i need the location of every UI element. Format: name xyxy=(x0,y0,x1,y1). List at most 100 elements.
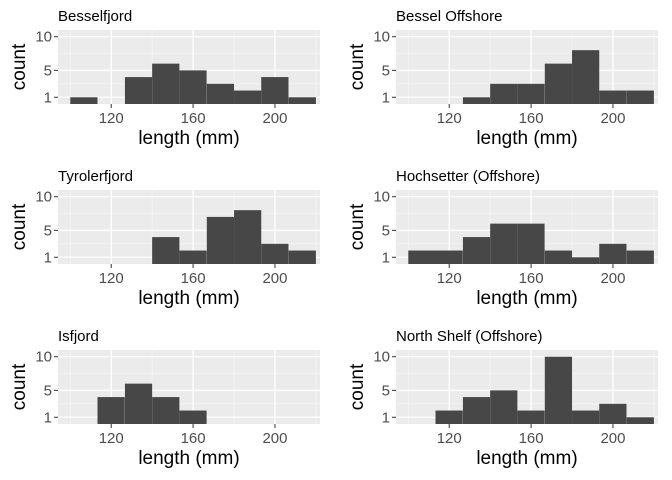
facet-panel: Bessel Offshore 1 5 10 120 160 200 length (mm) c… xyxy=(347,8,658,149)
histogram-bar xyxy=(152,63,180,104)
histogram-bar xyxy=(544,63,573,104)
histogram-bar xyxy=(572,410,600,424)
x-tick-label: 120 xyxy=(437,270,462,287)
facet-title: Besselfjord xyxy=(58,8,132,25)
histogram-bar xyxy=(572,50,600,104)
x-tick-label: 200 xyxy=(600,430,625,447)
histogram-bar xyxy=(261,77,289,104)
x-tick-label: 160 xyxy=(519,270,544,287)
facet-panel: Hochsetter (Offshore) 1 5 10 120 160 200 length… xyxy=(347,168,658,309)
histogram-bar xyxy=(206,216,235,264)
facet-title: Isfjord xyxy=(58,328,99,345)
histogram-bar xyxy=(544,356,573,424)
facet-panel: Isfjord 1 5 10 120 160 200 length (mm) count xyxy=(9,328,320,469)
x-tick-label: 120 xyxy=(437,430,462,447)
y-tick-label: 1 xyxy=(382,249,390,266)
histogram-bar xyxy=(179,250,207,264)
y-tick-label: 10 xyxy=(373,189,390,206)
y-tick-label: 1 xyxy=(44,409,52,426)
x-axis-title: length (mm) xyxy=(476,448,577,469)
histogram-bar xyxy=(490,223,518,264)
x-tick-label: 120 xyxy=(99,270,124,287)
y-tick-label: 10 xyxy=(35,29,52,46)
y-axis-title: count xyxy=(9,363,30,410)
x-tick-label: 160 xyxy=(181,110,206,127)
y-tick-label: 5 xyxy=(44,382,52,399)
facet-title: Bessel Offshore xyxy=(396,8,502,25)
y-axis-title: count xyxy=(9,203,30,250)
histogram-bar xyxy=(517,223,545,264)
x-tick-label: 120 xyxy=(99,110,124,127)
x-tick-label: 120 xyxy=(437,110,462,127)
x-tick-label: 200 xyxy=(262,110,287,127)
x-tick-label: 200 xyxy=(600,110,625,127)
y-tick-label: 1 xyxy=(44,89,52,106)
histogram-bar xyxy=(97,397,125,424)
histogram-bar xyxy=(152,237,180,264)
histogram-bar xyxy=(288,97,316,104)
histogram-bar xyxy=(462,397,491,424)
y-axis-title: count xyxy=(347,363,368,410)
histogram-bar xyxy=(288,250,316,264)
histogram-bar xyxy=(435,250,463,264)
histogram-bar xyxy=(626,250,654,264)
x-tick-label: 200 xyxy=(262,270,287,287)
x-tick-label: 160 xyxy=(181,430,206,447)
y-tick-label: 1 xyxy=(382,89,390,106)
histogram-bar xyxy=(408,250,436,264)
histogram-bar xyxy=(234,90,262,104)
y-axis-title: count xyxy=(347,203,368,250)
histogram-bar xyxy=(70,97,98,104)
histogram-bar xyxy=(517,83,545,104)
x-axis-title: length (mm) xyxy=(476,128,577,149)
x-tick-label: 160 xyxy=(519,110,544,127)
histogram-bar xyxy=(124,77,153,104)
facet-title: Hochsetter (Offshore) xyxy=(396,168,540,185)
y-tick-label: 5 xyxy=(382,222,390,239)
histogram-bar xyxy=(462,237,491,264)
x-tick-label: 120 xyxy=(99,430,124,447)
histogram-bar xyxy=(462,97,491,104)
x-axis-title: length (mm) xyxy=(138,128,239,149)
histogram-bar xyxy=(626,90,654,104)
y-tick-label: 10 xyxy=(373,29,390,46)
y-tick-label: 1 xyxy=(382,409,390,426)
histogram-bar xyxy=(179,410,207,424)
x-tick-label: 200 xyxy=(262,430,287,447)
y-tick-label: 5 xyxy=(44,62,52,79)
histogram-bar xyxy=(626,417,654,424)
histogram-bar xyxy=(179,70,207,104)
histogram-bar xyxy=(517,410,545,424)
facet-title: Tyrolerfjord xyxy=(58,168,133,185)
y-tick-label: 5 xyxy=(44,222,52,239)
facet-title: North Shelf (Offshore) xyxy=(396,328,542,345)
histogram-bar xyxy=(599,243,627,264)
x-axis-title: length (mm) xyxy=(138,288,239,309)
facet-panel: Besselfjord 1 5 10 120 160 200 length (mm) count xyxy=(9,8,320,149)
y-tick-label: 5 xyxy=(382,62,390,79)
y-tick-label: 5 xyxy=(382,382,390,399)
histogram-bar xyxy=(599,403,627,424)
y-tick-label: 1 xyxy=(44,249,52,266)
histogram-bar xyxy=(490,390,518,424)
y-tick-label: 10 xyxy=(35,189,52,206)
x-tick-label: 160 xyxy=(519,430,544,447)
y-axis-title: count xyxy=(347,43,368,90)
x-axis-title: length (mm) xyxy=(138,448,239,469)
histogram-bar xyxy=(152,397,180,424)
y-tick-label: 10 xyxy=(373,349,390,366)
y-axis-title: count xyxy=(9,43,30,90)
histogram-bar xyxy=(435,410,463,424)
histogram-bar xyxy=(490,83,518,104)
x-axis-title: length (mm) xyxy=(476,288,577,309)
histogram-bar xyxy=(206,83,235,104)
x-tick-label: 200 xyxy=(600,270,625,287)
histogram-bar xyxy=(261,243,289,264)
histogram-bar xyxy=(599,90,627,104)
histogram-bar xyxy=(572,257,600,264)
histogram-bar xyxy=(544,250,573,264)
facet-panel: North Shelf (Offshore) 1 5 10 120 160 200 lengt… xyxy=(347,328,658,469)
facet-panel: Tyrolerfjord 1 5 10 120 160 200 length (mm) coun… xyxy=(9,168,320,309)
histogram-bar xyxy=(234,210,262,264)
